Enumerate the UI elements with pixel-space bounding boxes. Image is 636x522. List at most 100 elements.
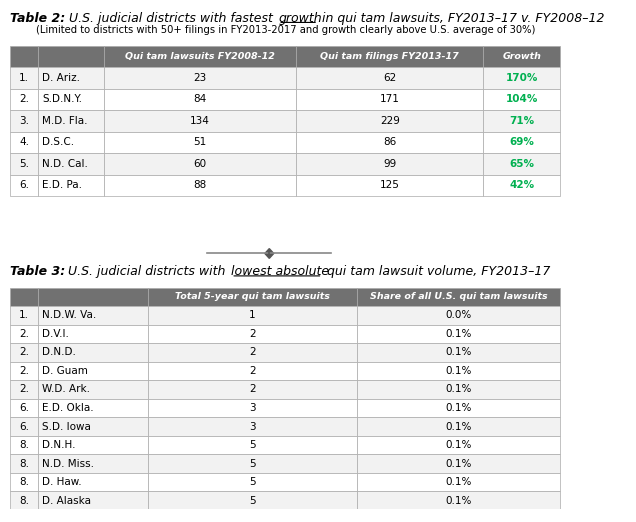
- Bar: [357, 362, 560, 380]
- Text: 3: 3: [249, 422, 256, 432]
- Text: 0.1%: 0.1%: [445, 495, 472, 506]
- Bar: [148, 325, 357, 343]
- Text: 0.1%: 0.1%: [445, 366, 472, 376]
- Text: E.D. Okla.: E.D. Okla.: [42, 403, 94, 413]
- Bar: [296, 46, 483, 67]
- Bar: [357, 306, 560, 325]
- Bar: [148, 491, 357, 510]
- Bar: [296, 67, 483, 89]
- Bar: [10, 110, 38, 132]
- Text: Share of all U.S. qui tam lawsuits: Share of all U.S. qui tam lawsuits: [370, 292, 547, 301]
- Bar: [38, 362, 148, 380]
- Bar: [148, 399, 357, 417]
- Text: 104%: 104%: [506, 94, 538, 104]
- Bar: [10, 436, 38, 454]
- Text: 2: 2: [249, 329, 256, 339]
- Bar: [38, 454, 148, 473]
- Text: D.N.D.: D.N.D.: [42, 348, 76, 358]
- Text: growth: growth: [278, 11, 322, 25]
- Bar: [10, 325, 38, 343]
- Bar: [357, 399, 560, 417]
- Text: 6.: 6.: [19, 422, 29, 432]
- Bar: [104, 46, 296, 67]
- Text: 88: 88: [193, 180, 207, 190]
- Bar: [10, 306, 38, 325]
- Bar: [38, 89, 104, 110]
- Text: 71%: 71%: [509, 116, 534, 126]
- Bar: [38, 343, 148, 362]
- Bar: [296, 132, 483, 153]
- Bar: [38, 436, 148, 454]
- Text: 8.: 8.: [19, 440, 29, 450]
- Bar: [357, 454, 560, 473]
- Bar: [148, 510, 357, 522]
- Text: 2: 2: [249, 366, 256, 376]
- Text: D. Ariz.: D. Ariz.: [42, 73, 80, 83]
- Bar: [104, 153, 296, 174]
- Bar: [38, 110, 104, 132]
- Text: 8.: 8.: [19, 477, 29, 487]
- Text: 5: 5: [249, 440, 256, 450]
- Bar: [10, 343, 38, 362]
- Text: 2.: 2.: [19, 329, 29, 339]
- Bar: [148, 380, 357, 399]
- Text: Table 3:: Table 3:: [10, 265, 66, 278]
- Text: W.D. Ark.: W.D. Ark.: [42, 385, 90, 395]
- Bar: [148, 473, 357, 491]
- Text: Total 5-year qui tam lawsuits: Total 5-year qui tam lawsuits: [175, 292, 329, 301]
- Text: 23: 23: [193, 73, 207, 83]
- Bar: [38, 288, 148, 306]
- Bar: [357, 417, 560, 436]
- Text: 62: 62: [383, 73, 396, 83]
- Bar: [148, 306, 357, 325]
- Text: 5: 5: [249, 495, 256, 506]
- Bar: [10, 417, 38, 436]
- Bar: [38, 174, 104, 196]
- Text: S.D. Iowa: S.D. Iowa: [42, 422, 91, 432]
- Bar: [483, 153, 560, 174]
- Bar: [483, 89, 560, 110]
- Text: 42%: 42%: [509, 180, 534, 190]
- Bar: [10, 362, 38, 380]
- Text: 0.1%: 0.1%: [445, 348, 472, 358]
- Text: 171: 171: [380, 94, 399, 104]
- Bar: [10, 89, 38, 110]
- Bar: [483, 67, 560, 89]
- Bar: [10, 46, 38, 67]
- Text: 1.: 1.: [19, 311, 29, 321]
- Bar: [38, 399, 148, 417]
- Bar: [483, 110, 560, 132]
- Text: 84: 84: [193, 94, 207, 104]
- Bar: [38, 325, 148, 343]
- Text: 125: 125: [380, 180, 399, 190]
- Bar: [148, 417, 357, 436]
- Bar: [296, 153, 483, 174]
- Text: 6.: 6.: [19, 180, 29, 190]
- Bar: [357, 436, 560, 454]
- Text: D.S.C.: D.S.C.: [42, 137, 74, 147]
- Text: 6.: 6.: [19, 403, 29, 413]
- Text: U.S. judicial districts with: U.S. judicial districts with: [64, 265, 229, 278]
- Text: in qui tam lawsuits, FY2013–17 v. FY2008–12: in qui tam lawsuits, FY2013–17 v. FY2008…: [318, 11, 605, 25]
- Text: 65%: 65%: [509, 159, 534, 169]
- Text: 1: 1: [249, 311, 256, 321]
- Bar: [38, 132, 104, 153]
- Text: 69%: 69%: [509, 137, 534, 147]
- Text: N.D.W. Va.: N.D.W. Va.: [42, 311, 97, 321]
- Text: 0.0%: 0.0%: [445, 311, 471, 321]
- Text: N.D. Miss.: N.D. Miss.: [42, 459, 94, 469]
- Text: 0.1%: 0.1%: [445, 329, 472, 339]
- Bar: [148, 343, 357, 362]
- Bar: [10, 380, 38, 399]
- Bar: [104, 110, 296, 132]
- Text: 86: 86: [383, 137, 396, 147]
- Bar: [38, 473, 148, 491]
- Bar: [148, 436, 357, 454]
- Bar: [148, 362, 357, 380]
- Text: 5: 5: [249, 477, 256, 487]
- Bar: [38, 380, 148, 399]
- Bar: [104, 174, 296, 196]
- Text: 51: 51: [193, 137, 207, 147]
- Bar: [10, 399, 38, 417]
- Text: 3.: 3.: [19, 116, 29, 126]
